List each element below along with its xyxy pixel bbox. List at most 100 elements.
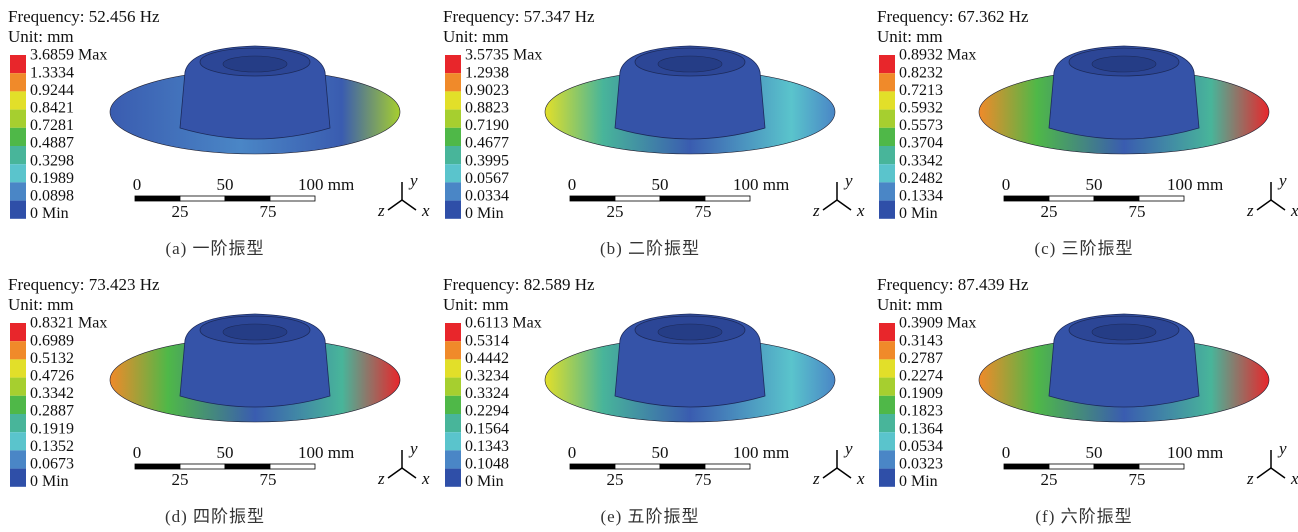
axis-label: z — [1246, 469, 1254, 488]
legend-swatch — [10, 450, 26, 469]
legend-swatch — [879, 109, 895, 128]
legend-swatch — [10, 359, 26, 378]
legend-swatch — [445, 450, 461, 469]
legend-swatch — [10, 91, 26, 110]
legend-label: 0.0898 — [30, 187, 74, 204]
scale-label: 100 mm — [733, 175, 789, 194]
legend-swatch — [10, 323, 26, 342]
legend-label: 0.5314 — [465, 332, 509, 349]
scale-segment — [1093, 463, 1140, 470]
axis-label: y — [408, 439, 418, 458]
scale-label: 50 — [652, 443, 669, 462]
caption: (d) 四阶振型 — [165, 507, 265, 526]
scale-segment — [704, 463, 751, 470]
legend-swatch — [879, 450, 895, 469]
legend-swatch — [10, 73, 26, 92]
scale-segment — [704, 195, 751, 202]
scale-segment — [269, 195, 316, 202]
caption: (b) 二阶振型 — [600, 239, 700, 258]
scale-label: 0 — [133, 443, 142, 462]
scale-label: 50 — [217, 175, 234, 194]
legend-label: 0.1989 — [30, 170, 74, 187]
legend-label: 0.3995 — [465, 152, 509, 169]
legend-label: 0.4887 — [30, 135, 74, 152]
caption: (a) 一阶振型 — [165, 239, 264, 258]
scale-label: 100 mm — [733, 443, 789, 462]
frequency: Frequency: 52.456 Hz — [8, 7, 160, 26]
axis-arrow — [1256, 199, 1272, 211]
crown-hole — [222, 323, 288, 341]
scale-label: 25 — [172, 470, 189, 489]
legend-swatch — [10, 109, 26, 128]
legend-label: 0.2787 — [899, 350, 943, 367]
legend-label: 0.3704 — [899, 135, 943, 152]
scale-segment — [224, 463, 271, 470]
scale-label: 25 — [607, 470, 624, 489]
axis-label: x — [856, 469, 865, 488]
frequency: Frequency: 73.423 Hz — [8, 275, 160, 294]
scale-segment — [179, 195, 226, 202]
legend-swatch — [879, 377, 895, 396]
legend-swatch — [445, 414, 461, 433]
scale-label: 75 — [260, 470, 277, 489]
scale-label: 100 mm — [298, 443, 354, 462]
legend-swatch — [879, 146, 895, 165]
legend-label: 0.0534 — [899, 438, 943, 455]
unit: Unit: mm — [8, 295, 74, 314]
legend-swatch — [445, 341, 461, 360]
crown-hole — [1091, 323, 1157, 341]
axis-label: x — [1290, 201, 1298, 220]
legend-swatch — [879, 359, 895, 378]
scale-segment — [659, 195, 706, 202]
axis-label: x — [856, 201, 865, 220]
legend-label: 0.8321 Max — [30, 315, 107, 332]
scale-segment — [614, 463, 661, 470]
axis-arrow — [1270, 467, 1286, 479]
axis-arrow — [401, 199, 417, 211]
legend-swatch — [10, 468, 26, 487]
legend-label: 0.0334 — [465, 187, 509, 204]
axis-arrow — [1256, 467, 1272, 479]
scale-segment — [1138, 463, 1185, 470]
legend-label: 0.3324 — [465, 385, 509, 402]
scale-segment — [179, 463, 226, 470]
caption: (e) 五阶振型 — [600, 507, 699, 526]
legend-swatch — [879, 414, 895, 433]
legend-swatch — [445, 91, 461, 110]
legend-label: 0.0567 — [465, 170, 509, 187]
legend-label: 0.8232 — [899, 64, 943, 81]
crown-hole — [1091, 55, 1157, 73]
legend-swatch — [445, 164, 461, 183]
scale-label: 25 — [607, 202, 624, 221]
legend-swatch — [879, 182, 895, 201]
legend-swatch — [445, 55, 461, 74]
legend-swatch — [445, 468, 461, 487]
legend-label: 0.4726 — [30, 367, 74, 384]
legend-swatch — [879, 91, 895, 110]
axis-arrow — [836, 199, 852, 211]
scale-segment — [134, 463, 181, 470]
legend-swatch — [879, 55, 895, 74]
axis-label: x — [1290, 469, 1298, 488]
legend-swatch — [445, 432, 461, 451]
legend-label: 0.1334 — [899, 187, 943, 204]
legend-swatch — [445, 73, 461, 92]
scale-label: 50 — [652, 175, 669, 194]
legend-label: 3.6859 Max — [30, 47, 107, 64]
legend-swatch — [879, 73, 895, 92]
legend-swatch — [879, 341, 895, 360]
legend-swatch — [445, 146, 461, 165]
legend-swatch — [10, 55, 26, 74]
scale-segment — [224, 195, 271, 202]
scale-label: 100 mm — [1167, 443, 1223, 462]
scale-label: 25 — [172, 202, 189, 221]
legend-label: 0 Min — [30, 473, 69, 490]
axis-label: z — [1246, 201, 1254, 220]
scale-label: 25 — [1041, 202, 1058, 221]
scale-label: 0 — [1002, 443, 1011, 462]
frequency: Frequency: 67.362 Hz — [877, 7, 1029, 26]
axis-arrow — [822, 199, 838, 211]
legend-label: 0.3298 — [30, 152, 74, 169]
